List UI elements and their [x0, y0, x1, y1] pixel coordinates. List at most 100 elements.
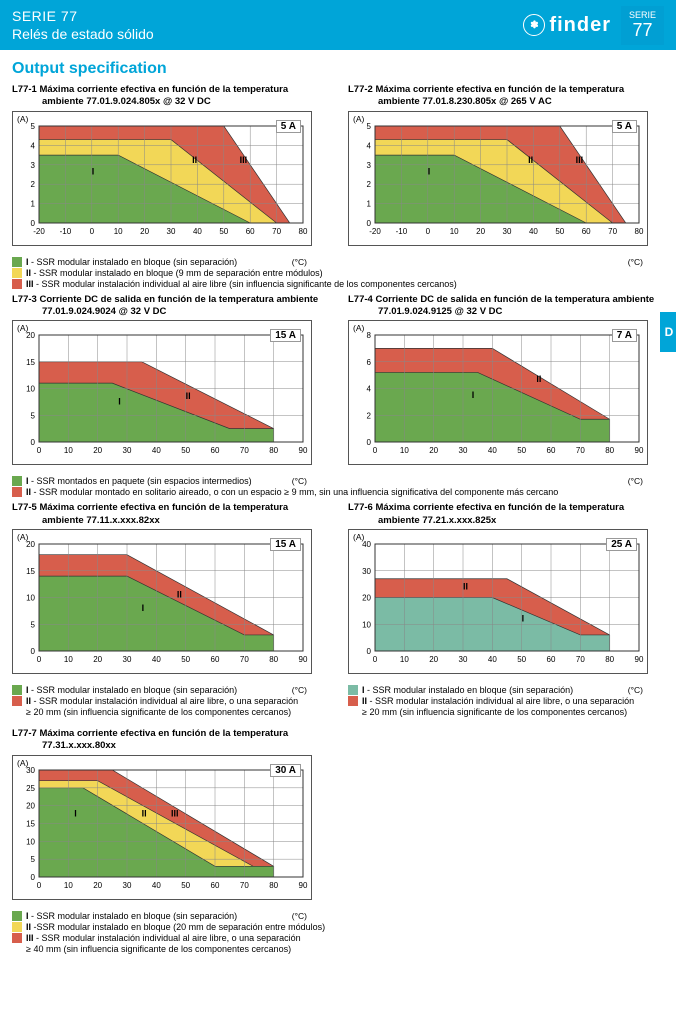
- legend-swatch: [12, 933, 22, 943]
- chart-L77-4: 010203040506070809002468III(A)(°C)7 A: [348, 320, 648, 465]
- svg-text:10: 10: [64, 881, 73, 890]
- header-right: ✽ finder SERIE 77: [523, 6, 664, 45]
- svg-text:70: 70: [576, 446, 585, 455]
- brand-icon: ✽: [523, 14, 545, 36]
- svg-text:0: 0: [37, 655, 42, 664]
- svg-text:4: 4: [31, 141, 36, 150]
- side-tab: D: [660, 312, 676, 352]
- svg-text:0: 0: [31, 438, 36, 447]
- legend-swatch: [12, 279, 22, 289]
- svg-text:70: 70: [240, 655, 249, 664]
- svg-text:60: 60: [547, 655, 556, 664]
- legend-text: I - SSR modular instalado en bloque (sin…: [26, 911, 237, 921]
- svg-text:0: 0: [367, 647, 372, 656]
- svg-text:60: 60: [211, 881, 220, 890]
- svg-text:II: II: [177, 590, 182, 600]
- svg-text:30: 30: [459, 446, 468, 455]
- brand-text: finder: [549, 14, 611, 37]
- svg-text:III: III: [171, 808, 179, 818]
- chart-row: L77-7 Máxima corriente efectiva en funci…: [12, 728, 664, 900]
- svg-text:25: 25: [26, 784, 35, 793]
- svg-text:5: 5: [31, 412, 36, 421]
- svg-text:10: 10: [26, 837, 35, 846]
- charts-area: D L77-1 Máxima corriente efectiva en fun…: [0, 84, 676, 971]
- svg-text:10: 10: [400, 446, 409, 455]
- legend-item: ≥ 20 mm (sin influencia significante de …: [12, 707, 328, 717]
- svg-text:I: I: [74, 808, 77, 818]
- chart-title-L77-5: L77-5 Máxima corriente efectiva en funci…: [12, 502, 328, 527]
- svg-text:20: 20: [429, 446, 438, 455]
- chart-col: L77-6 Máxima corriente efectiva en funci…: [348, 502, 664, 674]
- svg-text:30: 30: [362, 567, 371, 576]
- x-unit: (°C): [628, 257, 643, 267]
- amp-label: 5 A: [612, 120, 637, 133]
- svg-text:II: II: [142, 808, 147, 818]
- legend-text: I - SSR modular instalado en bloque (sin…: [362, 685, 573, 695]
- x-unit: (°C): [628, 476, 643, 486]
- y-unit: (A): [17, 758, 28, 768]
- legend-row: I - SSR modular instalado en bloque (sin…: [12, 680, 664, 722]
- svg-text:2: 2: [31, 180, 36, 189]
- svg-text:60: 60: [582, 227, 591, 236]
- chart-L77-6: 0102030405060708090010203040III(A)(°C)25…: [348, 529, 648, 674]
- legend-item: II - SSR modular instalado en bloque (9 …: [12, 268, 664, 278]
- chart-col: L77-2 Máxima corriente efectiva en funci…: [348, 84, 664, 246]
- svg-text:40: 40: [152, 881, 161, 890]
- svg-text:2: 2: [367, 180, 372, 189]
- legend-item: I - SSR modular instalado en bloque (sin…: [12, 685, 328, 695]
- svg-text:0: 0: [367, 438, 372, 447]
- y-unit: (A): [353, 532, 364, 542]
- legend-swatch: [12, 911, 22, 921]
- legend-text: ≥ 20 mm (sin influencia significante de …: [362, 707, 627, 717]
- legend-item: ≥ 40 mm (sin influencia significante de …: [12, 944, 332, 954]
- svg-text:50: 50: [517, 655, 526, 664]
- chart-L77-7: 0102030405060708090051015202530IIIIII(A)…: [12, 755, 312, 900]
- svg-text:40: 40: [488, 655, 497, 664]
- svg-text:10: 10: [114, 227, 123, 236]
- svg-text:20: 20: [362, 594, 371, 603]
- legend-swatch: [12, 696, 22, 706]
- svg-text:50: 50: [181, 881, 190, 890]
- svg-text:50: 50: [517, 446, 526, 455]
- legend-item: III - SSR modular instalación individual…: [12, 279, 664, 289]
- svg-text:II: II: [463, 582, 468, 592]
- svg-text:15: 15: [26, 819, 35, 828]
- chart-col: L77-7 Máxima corriente efectiva en funci…: [12, 728, 328, 900]
- svg-text:90: 90: [299, 655, 308, 664]
- brand: ✽ finder: [523, 14, 611, 37]
- svg-text:1: 1: [367, 199, 372, 208]
- svg-text:10: 10: [400, 655, 409, 664]
- svg-text:III: III: [240, 155, 248, 165]
- svg-text:40: 40: [152, 446, 161, 455]
- svg-text:5: 5: [367, 122, 372, 131]
- svg-text:II: II: [192, 155, 197, 165]
- svg-text:II: II: [536, 374, 541, 384]
- amp-label: 30 A: [270, 764, 301, 777]
- chart-title-L77-4: L77-4 Corriente DC de salida en función …: [348, 294, 664, 319]
- svg-text:20: 20: [429, 655, 438, 664]
- svg-text:30: 30: [167, 227, 176, 236]
- svg-text:3: 3: [367, 160, 372, 169]
- y-unit: (A): [17, 114, 28, 124]
- chart-L77-3: 010203040506070809005101520III(A)(°C)15 …: [12, 320, 312, 465]
- legend-swatch: [12, 257, 22, 267]
- legend-text: ≥ 20 mm (sin influencia significante de …: [26, 707, 291, 717]
- svg-text:20: 20: [26, 801, 35, 810]
- svg-text:I: I: [92, 166, 95, 176]
- svg-text:8: 8: [367, 331, 372, 340]
- legend-item: II -SSR modular instalado en bloque (20 …: [12, 922, 332, 932]
- legend-item: II - SSR modular instalación individual …: [348, 696, 664, 706]
- x-unit: (°C): [292, 476, 307, 486]
- legend-item: I - SSR modular instalado en bloque (sin…: [12, 257, 664, 267]
- svg-text:0: 0: [373, 655, 378, 664]
- svg-text:15: 15: [26, 358, 35, 367]
- legend-item: III - SSR modular instalación individual…: [12, 933, 332, 943]
- svg-text:80: 80: [635, 227, 644, 236]
- legend: I - SSR modular instalado en bloque (sin…: [12, 680, 328, 722]
- legend-text: I - SSR montados en paquete (sin espacio…: [26, 476, 252, 486]
- svg-text:30: 30: [123, 446, 132, 455]
- legend-text: III - SSR modular instalación individual…: [26, 933, 301, 943]
- svg-text:30: 30: [123, 655, 132, 664]
- svg-text:0: 0: [37, 446, 42, 455]
- legend-swatch: [12, 487, 22, 497]
